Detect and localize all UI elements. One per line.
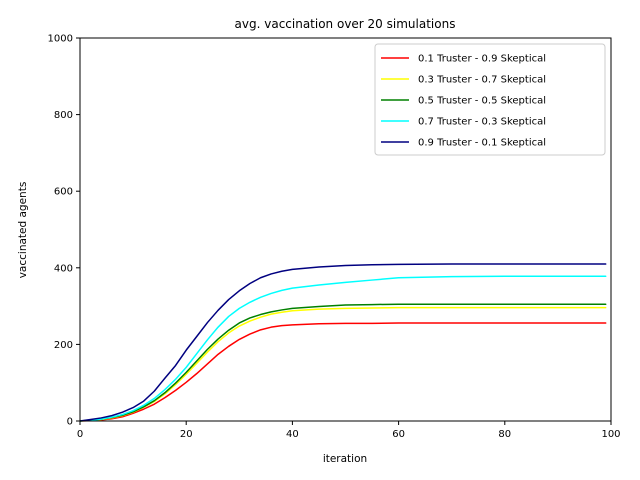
legend-box (374, 43, 606, 156)
legend-label-3: 0.5 Truster - 0.5 Skeptical (418, 96, 546, 107)
legend-label-2: 0.3 Truster - 0.7 Skeptical (418, 75, 546, 86)
x-tick-label: 80 (498, 429, 511, 440)
x-axis-label: iteration (323, 453, 367, 465)
y-tick-label: 800 (54, 110, 73, 121)
series-line-5 (79, 263, 607, 422)
series-line-1 (79, 322, 607, 422)
y-tick-label: 0 (67, 417, 73, 428)
legend-label-5: 0.9 Truster - 0.1 Skeptical (418, 138, 546, 149)
y-tick-label: 1000 (48, 34, 73, 45)
x-tick-label: 60 (392, 429, 405, 440)
x-tick-label: 20 (180, 429, 193, 440)
axes-frame (79, 37, 612, 422)
y-tick-label: 600 (54, 187, 73, 198)
x-tick-label: 40 (286, 429, 299, 440)
legend-label-1: 0.1 Truster - 0.9 Skeptical (418, 54, 546, 65)
series-line-4 (79, 275, 607, 422)
chart-title: avg. vaccination over 20 simulations (235, 17, 456, 31)
series-line-3 (79, 303, 607, 422)
y-tick-label: 200 (54, 340, 73, 351)
y-axis-label: vaccinated agents (17, 182, 29, 279)
y-tick-label: 400 (54, 263, 73, 274)
x-tick-label: 100 (601, 429, 620, 440)
legend-label-4: 0.7 Truster - 0.3 Skeptical (418, 117, 546, 128)
x-tick-label: 0 (77, 429, 83, 440)
legend: 0.1 Truster - 0.9 Skeptical 0.3 Truster -… (374, 43, 606, 156)
series-lines (79, 263, 607, 422)
